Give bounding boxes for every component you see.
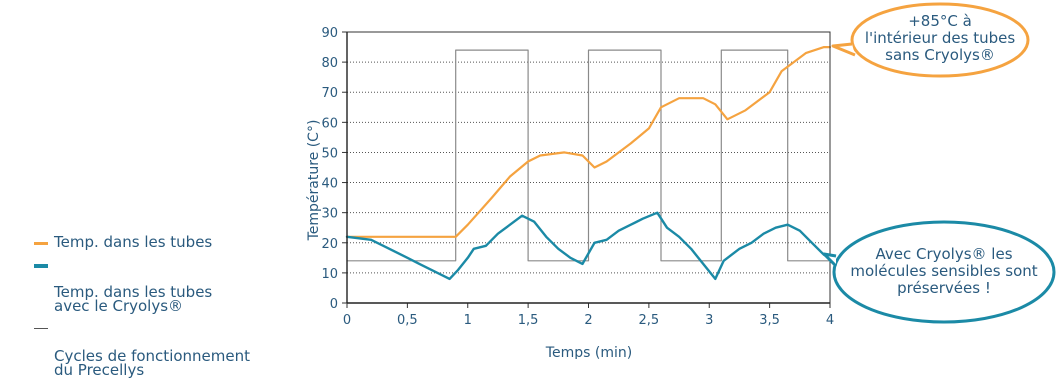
x-tick-label: 2 — [584, 313, 592, 328]
tick-labels: 0 10 20 30 40 50 60 70 80 90 0 0,5 1 1,5 2 2,5 3 3,5 4 — [321, 26, 834, 328]
legend-swatch-grey — [34, 328, 48, 329]
legend-item-cryolys: Temp. dans les tubes avec le Cryolys® — [34, 257, 304, 315]
legend-swatch-orange — [34, 242, 48, 245]
x-tick-label: 3 — [705, 313, 713, 328]
callout-top-bubble — [850, 2, 1030, 78]
legend-swatch-teal — [34, 264, 48, 268]
y-tick-label: 80 — [321, 56, 338, 71]
legend-item-tubes: Temp. dans les tubes — [34, 233, 304, 251]
legend-label: Temp. dans les tubes avec le Cryolys® — [54, 283, 213, 315]
callout-top-tail — [831, 42, 856, 57]
y-axis-title: Température (C°) — [306, 120, 322, 242]
legend-label: Temp. dans les tubes — [54, 233, 213, 251]
legend-label: Cycles de fonctionnement du Precellys — [54, 347, 251, 379]
x-tick-label: 1,5 — [518, 313, 539, 328]
y-tick-label: 90 — [321, 26, 338, 41]
y-tick-label: 20 — [321, 237, 338, 252]
x-tick-label: 2,5 — [639, 313, 660, 328]
y-tick-label: 0 — [330, 297, 338, 312]
callout-bottom-text: Avec Cryolys® les molécules sensibles so… — [850, 245, 1038, 297]
x-tick-label: 0,5 — [397, 313, 418, 328]
y-tick-label: 10 — [321, 267, 338, 282]
legend-item-cycles: Cycles de fonctionnement du Precellys — [34, 321, 304, 379]
callout-bottom-bubble — [832, 220, 1056, 324]
x-tick-label: 4 — [826, 313, 834, 328]
legend: Temp. dans les tubes Temp. dans les tube… — [34, 235, 304, 385]
series-line-cycles — [346, 49, 831, 262]
x-tick-label: 3,5 — [759, 313, 780, 328]
axes — [342, 31, 831, 308]
y-tick-label: 70 — [321, 86, 338, 101]
x-tick-label: 1 — [464, 313, 472, 328]
y-tick-label: 40 — [321, 177, 338, 192]
series-line-cryolys — [345, 211, 832, 281]
series-lines — [345, 46, 832, 281]
x-axis-title: Temps (min) — [545, 345, 632, 359]
y-tick-label: 50 — [321, 146, 338, 161]
series-line-tubes — [345, 46, 832, 238]
y-tick-label: 30 — [321, 207, 338, 222]
x-tick-label: 0 — [343, 313, 351, 328]
y-tick-label: 60 — [321, 116, 338, 131]
chart: 0 10 20 30 40 50 60 70 80 90 0 0,5 1 1,5 2 2,5 3 3,5 4 Tem… — [306, 2, 1056, 359]
callout-bottom-tail — [822, 252, 838, 268]
callout-top-text: +85°C à l'intérieur des tubes sans Cryol… — [864, 12, 1016, 64]
